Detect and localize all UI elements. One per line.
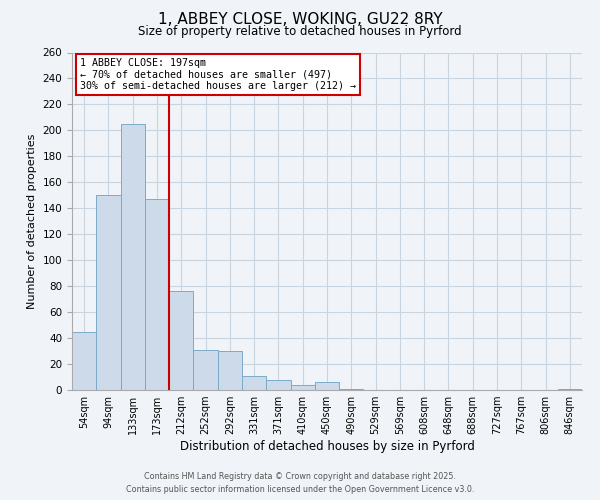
Bar bbox=[145, 199, 169, 390]
Bar bbox=[315, 382, 339, 390]
Bar bbox=[558, 388, 582, 390]
Bar bbox=[169, 292, 193, 390]
Text: Contains HM Land Registry data © Crown copyright and database right 2025.
Contai: Contains HM Land Registry data © Crown c… bbox=[126, 472, 474, 494]
Bar bbox=[121, 124, 145, 390]
Bar bbox=[193, 350, 218, 390]
X-axis label: Distribution of detached houses by size in Pyrford: Distribution of detached houses by size … bbox=[179, 440, 475, 453]
Y-axis label: Number of detached properties: Number of detached properties bbox=[27, 134, 37, 309]
Text: 1 ABBEY CLOSE: 197sqm
← 70% of detached houses are smaller (497)
30% of semi-det: 1 ABBEY CLOSE: 197sqm ← 70% of detached … bbox=[80, 58, 356, 91]
Bar bbox=[218, 351, 242, 390]
Text: Size of property relative to detached houses in Pyrford: Size of property relative to detached ho… bbox=[138, 25, 462, 38]
Bar bbox=[72, 332, 96, 390]
Bar bbox=[290, 385, 315, 390]
Text: 1, ABBEY CLOSE, WOKING, GU22 8RY: 1, ABBEY CLOSE, WOKING, GU22 8RY bbox=[158, 12, 442, 28]
Bar bbox=[96, 196, 121, 390]
Bar bbox=[266, 380, 290, 390]
Bar bbox=[339, 388, 364, 390]
Bar bbox=[242, 376, 266, 390]
